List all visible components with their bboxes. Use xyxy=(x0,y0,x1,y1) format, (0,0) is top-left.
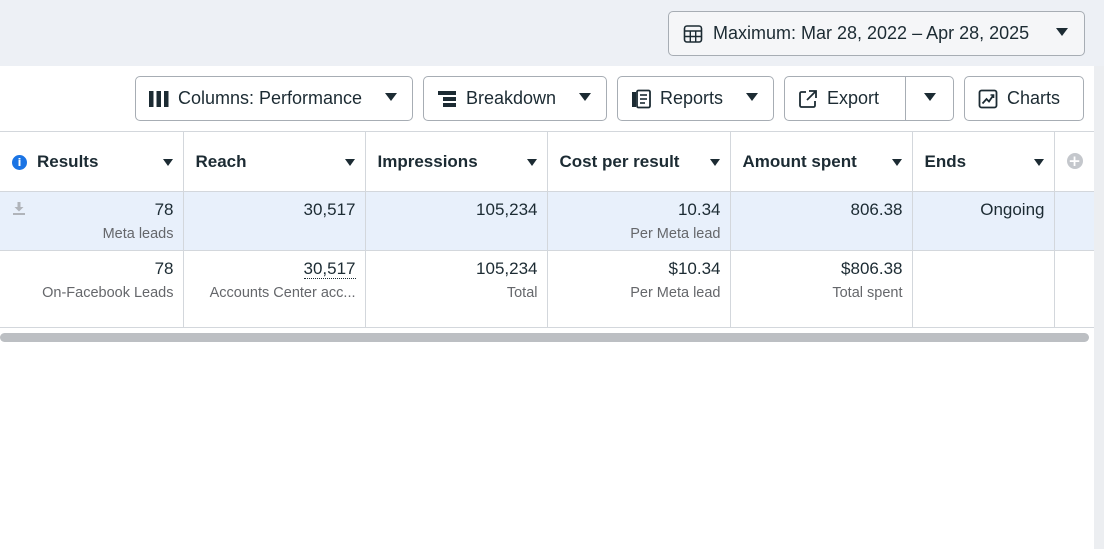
split-divider xyxy=(905,77,906,120)
columns-icon xyxy=(149,90,169,107)
reporting-panel: Columns: Performance Breakdown Reports E… xyxy=(0,66,1094,549)
column-header-reach[interactable]: Reach xyxy=(182,131,365,192)
cell-empty xyxy=(1053,191,1094,251)
charts-icon xyxy=(978,89,998,108)
sort-chevron-icon[interactable] xyxy=(526,159,537,166)
columns-button[interactable]: Columns: Performance xyxy=(135,76,413,121)
column-header-impressions[interactable]: Impressions xyxy=(364,131,547,192)
horizontal-scrollbar[interactable] xyxy=(0,333,1089,342)
reports-icon xyxy=(632,89,651,108)
summary-ends xyxy=(911,250,1054,328)
cell-ends: Ongoing xyxy=(911,191,1054,251)
chevron-down-icon xyxy=(746,93,758,101)
cell-amount-spent: 806.38 xyxy=(729,191,912,251)
sort-chevron-icon[interactable] xyxy=(344,159,355,166)
export-options-chevron-icon[interactable] xyxy=(924,93,936,101)
column-header-cost-per-result[interactable]: Cost per result xyxy=(546,131,730,192)
breakdown-button[interactable]: Breakdown xyxy=(423,76,607,121)
sort-chevron-icon[interactable] xyxy=(1033,159,1044,166)
charts-button[interactable]: Charts xyxy=(964,76,1084,121)
date-range-picker[interactable]: Maximum: Mar 28, 2022 – Apr 28, 2025 xyxy=(668,11,1085,56)
chevron-down-icon xyxy=(1056,28,1068,36)
column-header-amount-spent[interactable]: Amount spent xyxy=(729,131,912,192)
info-icon[interactable]: i xyxy=(12,154,27,170)
summary-cost-per-result: $10.34 Per Meta lead xyxy=(546,250,730,328)
export-label[interactable]: Export xyxy=(827,88,880,108)
columns-label: Columns: Performance xyxy=(178,88,363,108)
summary-empty xyxy=(1053,250,1094,328)
cell-impressions: 105,234 xyxy=(364,191,547,251)
breakdown-label: Breakdown xyxy=(466,88,557,108)
charts-label: Charts xyxy=(1007,88,1061,108)
export-button-group: Export xyxy=(784,76,954,121)
export-icon[interactable] xyxy=(798,89,818,109)
column-header-results[interactable]: i Results xyxy=(0,131,183,192)
chevron-down-icon xyxy=(385,93,397,101)
cell-cost-per-result: 10.34 Per Meta lead xyxy=(546,191,730,251)
calendar-table-icon xyxy=(683,24,703,43)
chevron-down-icon xyxy=(579,93,591,101)
summary-impressions: 105,234 Total xyxy=(364,250,547,328)
add-column-cell[interactable]: + xyxy=(1053,131,1094,192)
add-column-icon[interactable]: + xyxy=(1066,152,1083,170)
table-header-row: i Results Reach Impressions Cost per resu… xyxy=(0,131,1094,192)
cell-reach: 30,517 xyxy=(182,191,365,251)
panel-edge xyxy=(1094,66,1104,549)
table-row[interactable]: 78 Meta leads 30,517 105,234 10.34 Per Me… xyxy=(0,191,1094,251)
date-range-label: Maximum: Mar 28, 2022 – Apr 28, 2025 xyxy=(713,23,1030,43)
cell-results: 78 Meta leads xyxy=(0,191,183,251)
download-icon[interactable] xyxy=(12,201,26,215)
summary-amount-spent: $806.38 Total spent xyxy=(729,250,912,328)
sort-chevron-icon[interactable] xyxy=(709,159,720,166)
performance-table: i Results Reach Impressions Cost per resu… xyxy=(0,131,1094,328)
summary-results: 78 On-Facebook Leads xyxy=(0,250,183,328)
reports-label: Reports xyxy=(660,88,724,108)
sort-chevron-icon[interactable] xyxy=(891,159,902,166)
reach-total-link[interactable]: 30,517 xyxy=(303,259,356,279)
date-range-bar: Maximum: Mar 28, 2022 – Apr 28, 2025 xyxy=(0,0,1104,66)
reports-button[interactable]: Reports xyxy=(617,76,774,121)
breakdown-icon xyxy=(438,90,456,107)
summary-row: 78 On-Facebook Leads 30,517 Accounts Cente… xyxy=(0,250,1094,328)
column-header-ends[interactable]: Ends xyxy=(911,131,1054,192)
sort-chevron-icon[interactable] xyxy=(162,159,173,166)
summary-reach: 30,517 Accounts Center acc... xyxy=(182,250,365,328)
